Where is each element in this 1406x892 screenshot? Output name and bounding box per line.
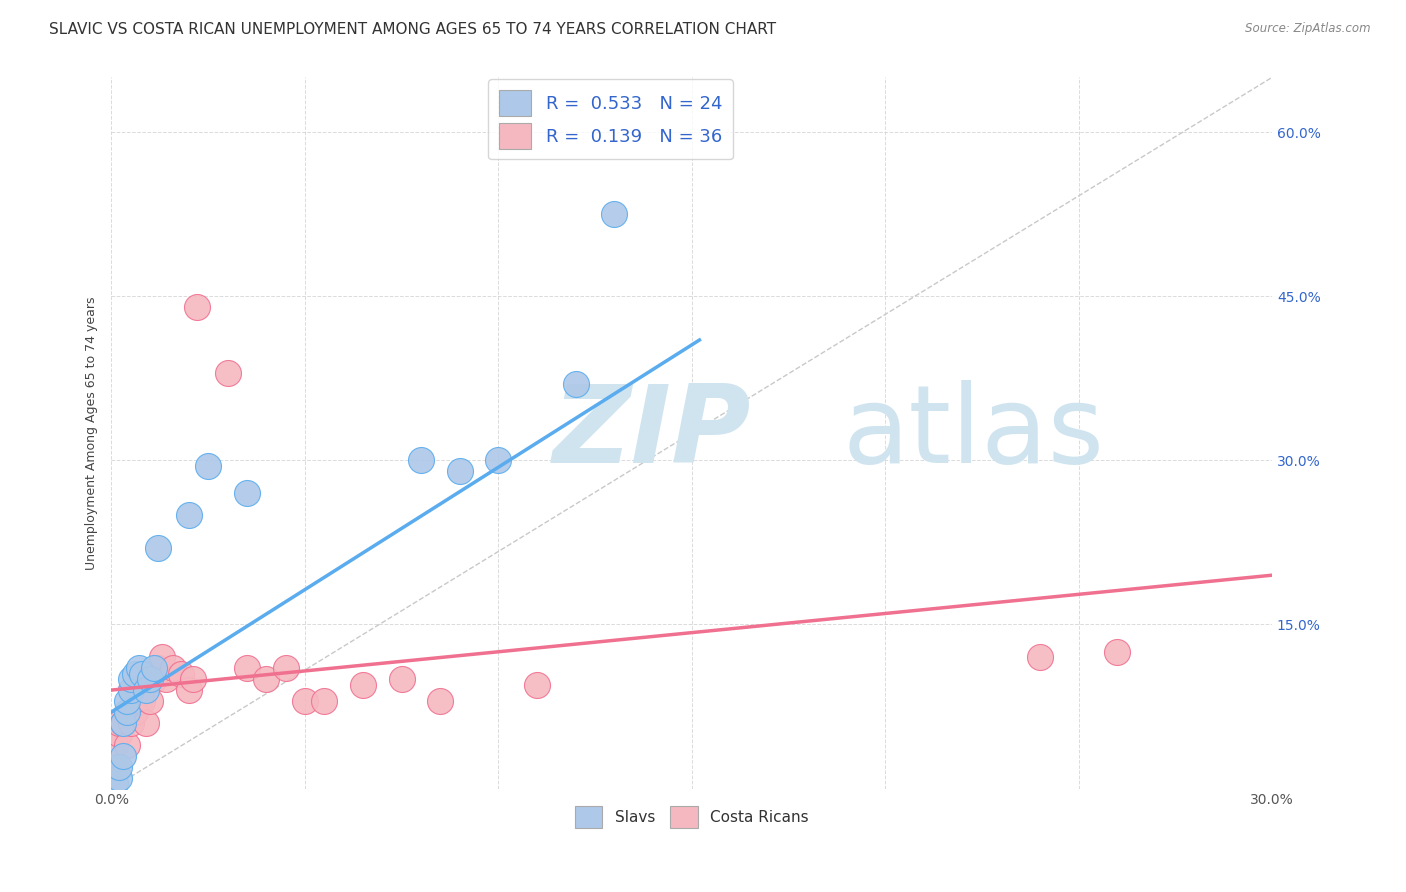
Point [120,683,142,698]
Point [162,661,184,675]
Point [115,694,138,708]
Point [146,541,169,555]
Text: ZIP: ZIP [553,380,751,486]
Point [115,738,138,752]
Point [124,666,146,681]
Y-axis label: Unemployment Among Ages 65 to 74 years: Unemployment Among Ages 65 to 74 years [86,296,98,570]
Point [391,672,413,686]
Point [120,683,142,698]
Point [486,453,509,467]
Point [181,672,204,686]
Text: atlas: atlas [842,380,1105,486]
Point [139,694,162,708]
Point [128,661,150,675]
Point [186,300,208,314]
Point [135,683,157,698]
Point [104,738,127,752]
Text: Source: ZipAtlas.com: Source: ZipAtlas.com [1246,22,1371,36]
Point [177,508,200,522]
Point [197,458,219,473]
Point [603,207,626,221]
Point [108,771,131,785]
Point [120,715,142,730]
Text: SLAVIC VS COSTA RICAN UNEMPLOYMENT AMONG AGES 65 TO 74 YEARS CORRELATION CHART: SLAVIC VS COSTA RICAN UNEMPLOYMENT AMONG… [49,22,776,37]
Point [236,661,259,675]
Point [124,705,146,719]
Point [112,715,135,730]
Point [236,486,259,500]
Point [104,759,127,773]
Point [564,376,586,391]
Point [150,650,173,665]
Point [120,672,142,686]
Point [409,453,432,467]
Point [139,672,162,686]
Point [294,694,316,708]
Point [108,727,131,741]
Point [177,683,200,698]
Point [1029,650,1052,665]
Point [131,666,153,681]
Point [135,715,157,730]
Point [115,705,138,719]
Point [146,661,169,675]
Point [104,776,127,790]
Point [217,366,239,380]
Point [526,677,548,691]
Point [314,694,336,708]
Point [115,705,138,719]
Point [143,672,166,686]
Point [128,694,150,708]
Point [124,683,146,698]
Legend: Slavs, Costa Ricans: Slavs, Costa Ricans [569,800,814,834]
Point [254,672,277,686]
Point [352,677,374,691]
Point [108,715,131,730]
Point [1107,645,1129,659]
Point [449,464,471,478]
Point [131,694,153,708]
Point [143,661,166,675]
Point [170,666,193,681]
Point [274,661,297,675]
Point [112,748,135,763]
Point [112,715,135,730]
Point [429,694,451,708]
Point [108,759,131,773]
Point [155,672,177,686]
